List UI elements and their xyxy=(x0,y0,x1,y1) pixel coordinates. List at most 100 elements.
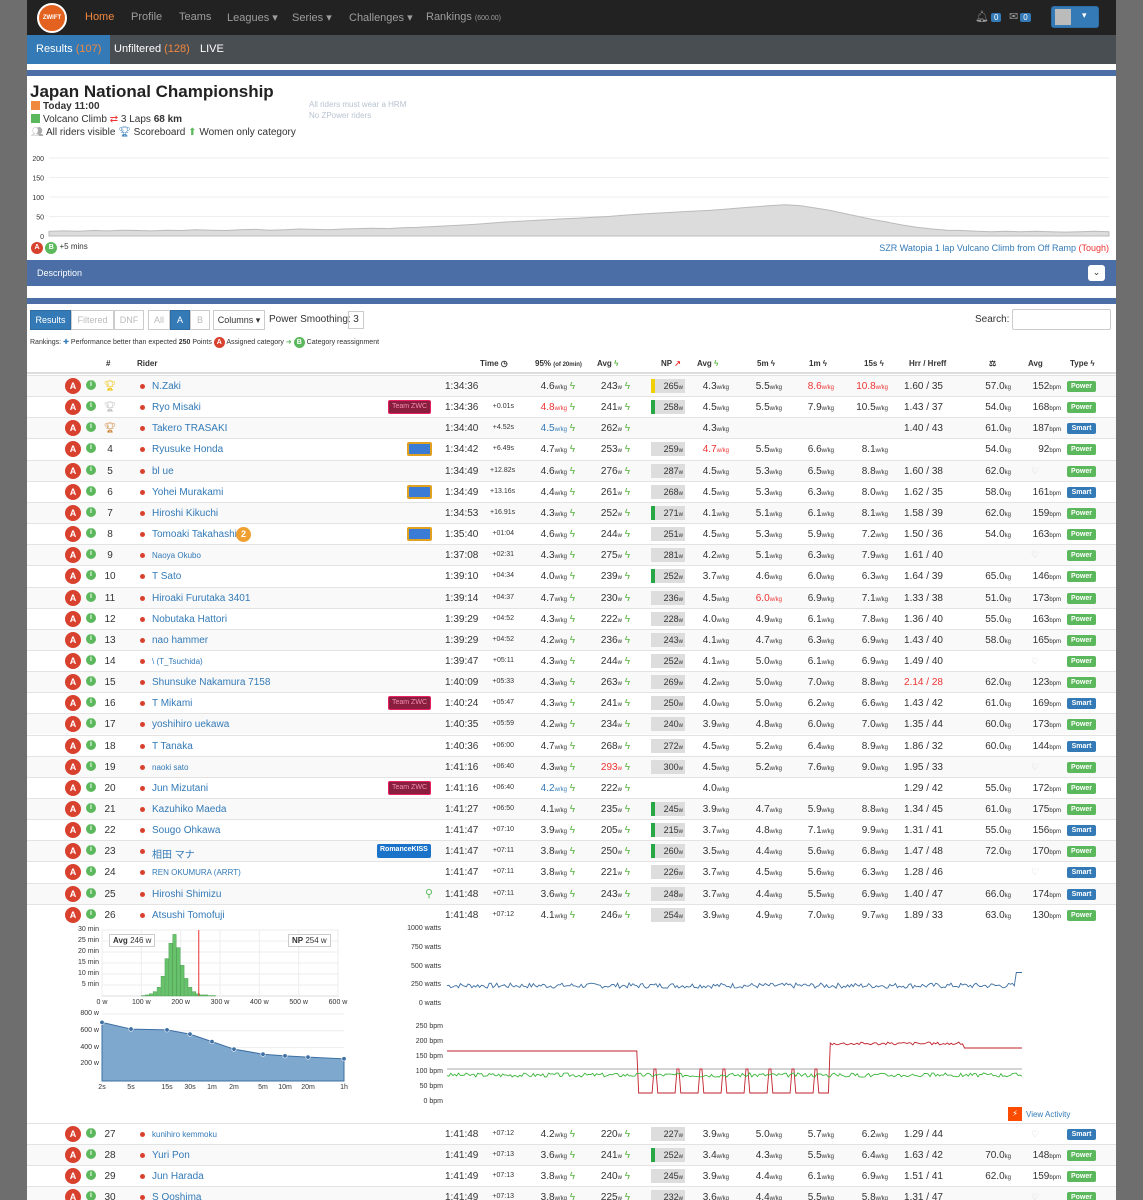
nav-leagues[interactable]: Leagues ▾ xyxy=(227,12,278,24)
col-type[interactable]: Type ϟ xyxy=(1070,359,1095,368)
rider-name-link[interactable]: Hiroshi Kikuchi xyxy=(152,507,219,519)
rider-name-link[interactable]: Yuri Pon xyxy=(152,1150,190,1161)
col-avg-watts[interactable]: Avg ϟ xyxy=(597,359,619,368)
messages-button[interactable]: ✉ 0 xyxy=(1009,10,1031,23)
filter-results-button[interactable]: Results xyxy=(30,310,71,330)
col-avg-bpm[interactable]: Avg xyxy=(1028,359,1043,368)
col-p95[interactable]: 95% (of 20min) xyxy=(535,359,582,368)
info-icon[interactable]: i xyxy=(86,528,96,539)
rider-name-link[interactable]: Takero TRASAKI xyxy=(152,423,228,435)
info-icon[interactable]: i xyxy=(86,697,96,708)
rider-name-link[interactable]: Ryusuke Honda xyxy=(152,444,224,456)
info-icon[interactable]: i xyxy=(86,1128,96,1138)
rider-name-link[interactable]: naoki sato xyxy=(152,762,189,772)
col-pos[interactable]: # xyxy=(106,359,111,368)
info-icon[interactable]: i xyxy=(86,485,96,496)
rider-name-link[interactable]: Jun Mizutani xyxy=(152,782,209,794)
info-icon[interactable]: i xyxy=(86,633,96,644)
nav-home[interactable]: Home xyxy=(85,11,115,23)
col-weight[interactable]: ⚖ xyxy=(989,359,996,368)
rider-name-link[interactable]: Yohei Murakami xyxy=(152,486,224,498)
info-icon[interactable]: i xyxy=(86,380,96,390)
tab-results[interactable]: Results (107) xyxy=(27,35,111,64)
rider-name-link[interactable]: Atsushi Tomofuji xyxy=(152,909,225,921)
info-icon[interactable]: i xyxy=(86,570,96,581)
rider-name-link[interactable]: Tomoaki Takahashi xyxy=(152,529,237,541)
rider-name-link[interactable]: T Mikami xyxy=(152,698,193,710)
route-link[interactable]: SZR Watopia 1 lap Vulcano Climb from Off… xyxy=(879,243,1109,253)
rider-name-link[interactable]: Ryo Misaki xyxy=(152,402,201,414)
rider-name-link[interactable]: Sougo Ohkawa xyxy=(152,825,221,837)
info-icon[interactable]: i xyxy=(86,845,96,856)
description-toggle[interactable]: Description ⌄ xyxy=(27,260,1116,286)
rider-name-link[interactable]: Hiroshi Shimizu xyxy=(152,888,222,900)
col-avg-wkg[interactable]: Avg ϟ xyxy=(697,359,719,368)
search-icon[interactable]: ⚲ xyxy=(425,887,434,900)
tab-live[interactable]: LIVE xyxy=(200,43,224,55)
rider-name-link[interactable]: T Tanaka xyxy=(152,740,193,752)
info-icon[interactable]: i xyxy=(86,1170,96,1180)
rider-name-link[interactable]: Jun Harada xyxy=(152,1171,204,1182)
category-all-button[interactable]: All xyxy=(148,310,170,330)
team-badge[interactable]: Team ZWC xyxy=(388,400,431,415)
info-icon[interactable]: i xyxy=(86,866,96,877)
rider-name-link[interactable]: N.Zaki xyxy=(152,381,181,392)
team-badge[interactable] xyxy=(407,527,432,542)
team-badge[interactable]: Team ZWC xyxy=(388,696,431,711)
info-icon[interactable]: i xyxy=(86,1191,96,1200)
info-icon[interactable]: i xyxy=(86,760,96,771)
info-icon[interactable]: i xyxy=(86,1149,96,1159)
rider-name-link[interactable]: Shunsuke Nakamura 7158 xyxy=(152,677,271,689)
info-icon[interactable]: i xyxy=(86,591,96,602)
info-icon[interactable]: i xyxy=(86,654,96,665)
info-icon[interactable]: i xyxy=(86,908,96,919)
category-b-button[interactable]: B xyxy=(190,310,210,330)
info-icon[interactable]: i xyxy=(86,803,96,813)
team-badge[interactable]: RomanceKISS xyxy=(377,844,431,859)
user-menu-button[interactable]: ▾ xyxy=(1051,6,1099,28)
rider-name-link[interactable]: Nobutaka Hattori xyxy=(152,613,228,625)
rider-name-link[interactable]: Kazuhiko Maeda xyxy=(152,804,227,815)
nav-teams[interactable]: Teams xyxy=(179,11,212,23)
info-icon[interactable]: i xyxy=(86,781,96,792)
rider-name-link[interactable]: bl ue xyxy=(152,465,174,477)
info-icon[interactable]: i xyxy=(86,549,96,560)
info-icon[interactable]: i xyxy=(86,422,96,433)
team-badge[interactable] xyxy=(407,442,432,457)
info-icon[interactable]: i xyxy=(86,739,96,750)
rider-name-link[interactable]: Hiroaki Furutaka 3401 xyxy=(152,592,251,604)
view-activity-link[interactable]: View Activity xyxy=(1026,1110,1071,1119)
search-input[interactable] xyxy=(1012,309,1111,330)
rider-name-link[interactable]: T Sato xyxy=(152,571,182,583)
col-rider[interactable]: Rider xyxy=(137,359,158,368)
info-icon[interactable]: i xyxy=(86,676,96,687)
power-smoothing-input[interactable]: 3 xyxy=(348,311,364,329)
tab-unfiltered[interactable]: Unfiltered (128) xyxy=(114,43,190,55)
rider-name-link[interactable]: nao hammer xyxy=(152,634,209,646)
info-icon[interactable]: i xyxy=(86,506,96,517)
col-hr[interactable]: Hrr / Hreff xyxy=(909,359,947,368)
nav-series[interactable]: Series ▾ xyxy=(292,12,332,24)
team-badge[interactable]: Team ZWC xyxy=(388,780,431,795)
rider-name-link[interactable]: kunihiro kemmoku xyxy=(152,1130,217,1139)
